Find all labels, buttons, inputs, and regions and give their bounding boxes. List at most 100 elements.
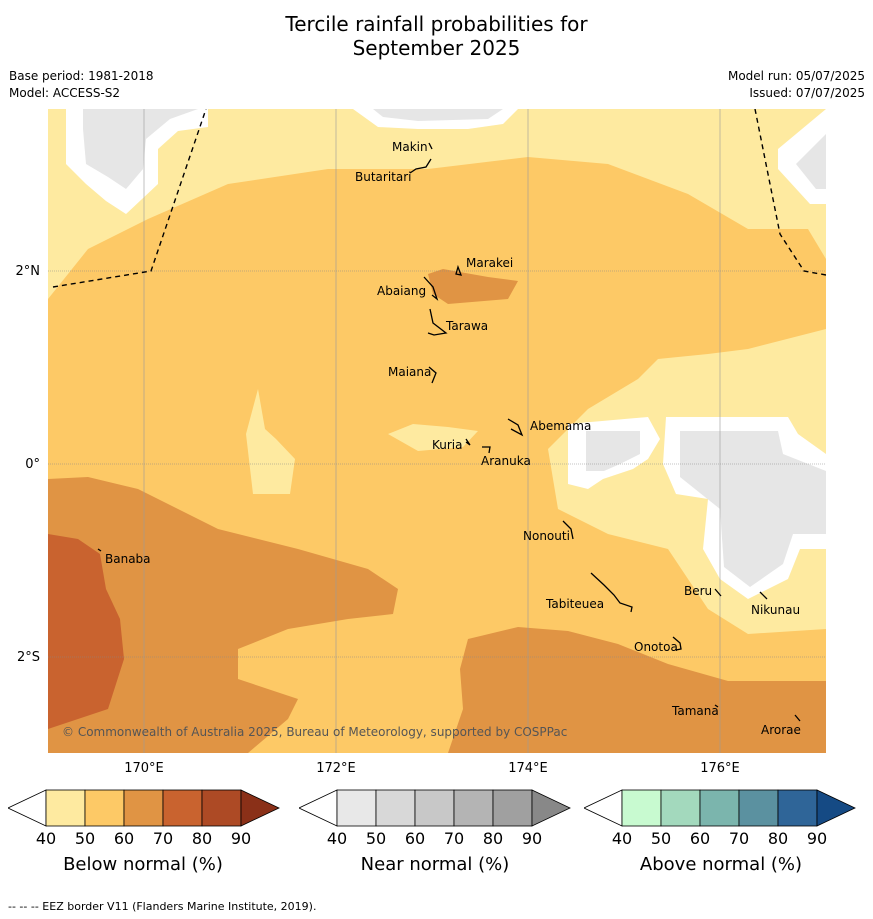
lon-label-172e: 172°E — [316, 761, 356, 776]
colorbar-swatch — [45, 789, 86, 827]
region-below-50-finger — [246, 389, 295, 494]
meta-right: Model run: 05/07/2025 Issued: 07/07/2025 — [728, 68, 865, 102]
island-coastlines — [97, 142, 801, 722]
island-nikunau — [759, 591, 768, 600]
island-maiana — [428, 366, 437, 384]
region-near-east-1 — [586, 431, 640, 471]
lon-label-170e: 170°E — [124, 761, 164, 776]
colorbar-above-normal: 40 50 60 70 80 90 — [584, 789, 856, 848]
lon-label-174e: 174°E — [508, 761, 548, 776]
title-line-2: September 2025 — [352, 36, 521, 60]
region-below-60-west — [48, 477, 398, 753]
base-period: Base period: 1981-2018 — [9, 69, 154, 83]
label-onotoa: Onotoa — [634, 640, 678, 654]
colorbar-tick-label: 70 — [444, 829, 464, 848]
colorbar-above-swatches: 40 50 60 70 80 90 — [584, 789, 856, 848]
label-nikunau: Nikunau — [751, 603, 800, 617]
island-beru — [714, 588, 722, 597]
label-beru: Beru — [684, 584, 712, 598]
lat-label-2n: 2°N — [15, 264, 41, 279]
label-maiana: Maiana — [388, 365, 431, 379]
colorbar-swatch — [738, 789, 779, 827]
colorbar-title-above: Above normal (%) — [639, 854, 803, 875]
label-banaba: Banaba — [105, 552, 151, 566]
colorbar-title-below: Below normal (%) — [63, 854, 223, 875]
colorbar-below-normal: 40 50 60 70 80 90 — [8, 789, 280, 848]
colorbar-swatch — [162, 789, 203, 827]
label-arorae: Arorae — [761, 723, 801, 737]
colorbar-extend-low — [584, 789, 623, 827]
lat-label-2s: 2°S — [16, 650, 40, 665]
colorbar-tick-label: 90 — [807, 829, 827, 848]
island-marakei — [455, 264, 463, 276]
island-nonouti — [562, 520, 574, 540]
label-aranuka: Aranuka — [481, 454, 531, 468]
colorbar-swatch — [123, 789, 164, 827]
map-title: Tercile rainfall probabilities for Septe… — [0, 12, 873, 60]
colorbar-tick-label: 50 — [75, 829, 95, 848]
label-kuria: Kuria — [432, 438, 463, 452]
model-name: Model: ACCESS-S2 — [9, 86, 121, 100]
colorbar-tick-label: 70 — [153, 829, 173, 848]
title-line-1: Tercile rainfall probabilities for — [285, 12, 588, 36]
island-onotoa — [672, 636, 682, 651]
colorbar-below-swatches: 40 50 60 70 80 90 — [8, 789, 280, 848]
colorbar-extend-high — [531, 789, 571, 827]
colorbar-extend-low — [8, 789, 47, 827]
eez-border-east — [754, 109, 826, 276]
colorbar-swatch — [336, 789, 377, 827]
colorbar-title-near: Near normal (%) — [360, 854, 510, 875]
colorbar-tick-label: 90 — [522, 829, 542, 848]
label-makin: Makin — [392, 140, 428, 154]
colorbar-tick-label: 50 — [366, 829, 386, 848]
label-butaritari: Butaritari — [355, 170, 412, 184]
region-near-north — [373, 109, 503, 121]
colorbar-near-normal: 40 50 60 70 80 90 — [299, 789, 571, 848]
colorbar-tick-label: 40 — [36, 829, 56, 848]
island-kuria — [465, 438, 471, 446]
colorbar-near-swatches: 40 50 60 70 80 90 — [299, 789, 571, 848]
island-arorae — [794, 714, 801, 722]
region-below-50-kuria — [388, 424, 478, 451]
label-abemama: Abemama — [530, 419, 591, 433]
model-run: Model run: 05/07/2025 — [727, 69, 865, 83]
meta-left: Base period: 1981-2018 Model: ACCESS-S2 — [9, 68, 154, 102]
label-marakei: Marakei — [466, 256, 513, 270]
graticule — [48, 270, 826, 658]
island-tabiteuea — [590, 572, 633, 613]
colorbar-extend-low — [299, 789, 338, 827]
colorbar-tick-label: 60 — [690, 829, 710, 848]
colorbar-tick-label: 80 — [483, 829, 503, 848]
label-tabiteuea: Tabiteuea — [545, 597, 604, 611]
island-tarawa — [427, 308, 448, 336]
lon-label-176e: 176°E — [700, 761, 740, 776]
colorbar-tick-label: 90 — [231, 829, 251, 848]
probability-map: Makin Butaritari Marakei Abaiang Tarawa … — [48, 109, 826, 753]
colorbar-tick-label: 60 — [405, 829, 425, 848]
island-abaiang — [423, 276, 439, 301]
colorbar-extend-high — [816, 789, 856, 827]
region-below-50-north — [48, 109, 826, 299]
colorbar-swatch — [492, 789, 533, 827]
eez-border-west — [52, 109, 207, 288]
colorbar-tick-label: 50 — [651, 829, 671, 848]
colorbar-swatch — [621, 789, 662, 827]
island-makin — [428, 142, 433, 150]
meridians — [143, 109, 721, 753]
colorbar-swatch — [699, 789, 740, 827]
label-nonouti: Nonouti — [523, 529, 570, 543]
island-banaba — [97, 548, 102, 552]
colorbar-swatch — [84, 789, 125, 827]
colorbar-tick-label: 40 — [327, 829, 347, 848]
region-below-60-marakei — [428, 269, 518, 304]
island-butaritari — [409, 158, 432, 174]
region-near-nw — [83, 109, 198, 189]
label-tarawa: Tarawa — [445, 319, 488, 333]
island-abemama — [507, 418, 524, 437]
region-below-70-west — [48, 534, 124, 729]
label-tamana: Tamana — [671, 704, 719, 718]
colorbar-swatch — [660, 789, 701, 827]
region-below-60-southeast — [448, 627, 826, 753]
region-near-east-2 — [680, 431, 826, 587]
place-labels: Makin Butaritari Marakei Abaiang Tarawa … — [105, 140, 801, 737]
